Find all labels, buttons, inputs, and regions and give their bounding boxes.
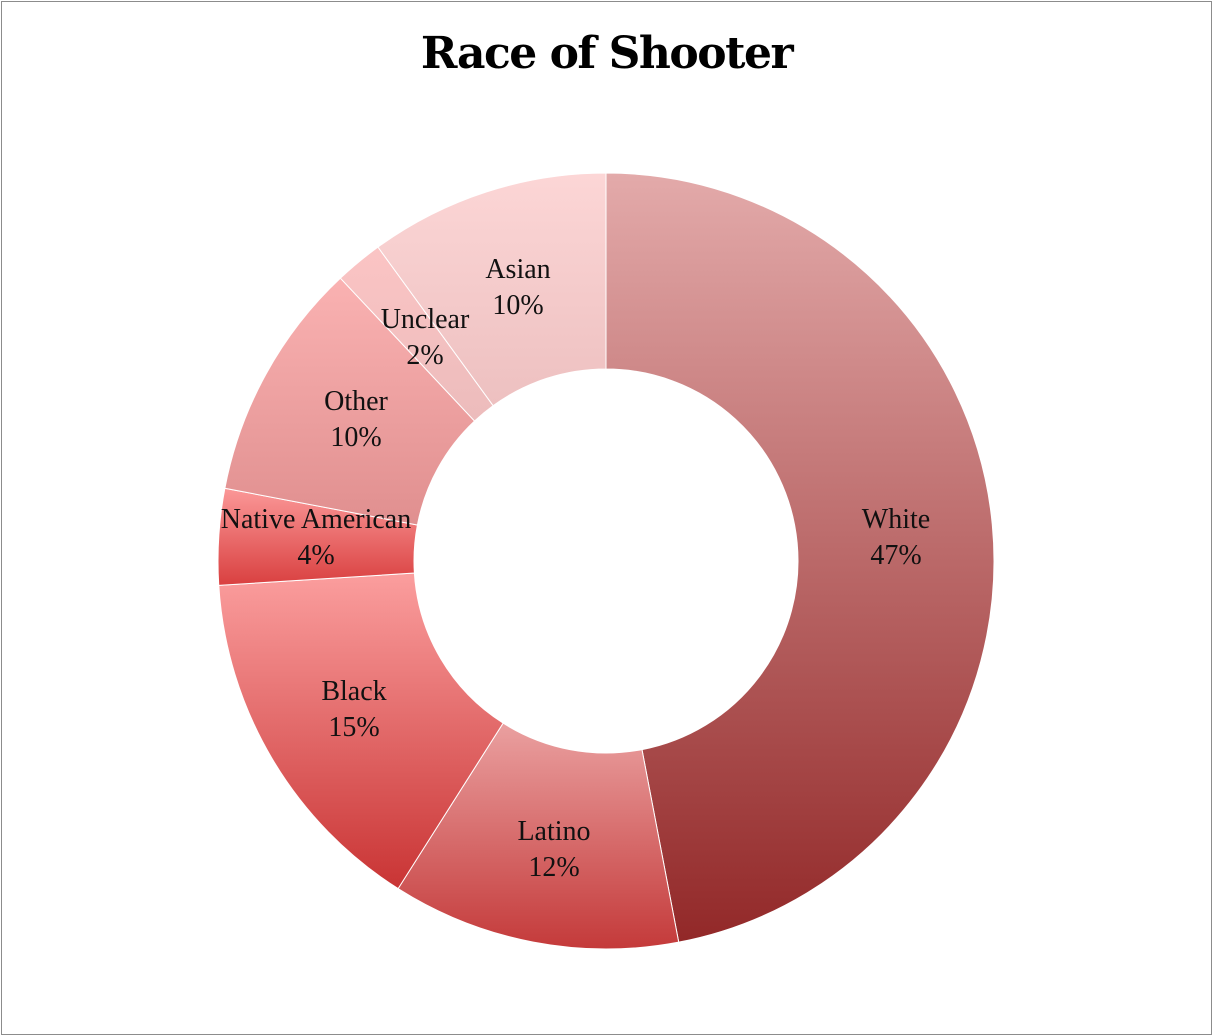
- slice-value-asian: 10%: [492, 290, 543, 321]
- slice-value-white: 47%: [870, 540, 921, 571]
- slice-latino: [397, 722, 680, 950]
- slice-label-white: White: [862, 504, 930, 535]
- slice-label-latino: Latino: [517, 816, 590, 847]
- slice-asian: [377, 172, 607, 407]
- slice-label-unclear: Unclear: [381, 304, 470, 335]
- slice-value-other: 10%: [330, 422, 381, 453]
- slice-label-native-american: Native American: [221, 504, 411, 535]
- slice-value-latino: 12%: [528, 852, 579, 883]
- slice-value-black: 15%: [328, 712, 379, 743]
- slice-white: [605, 172, 995, 943]
- chart-title: Race of Shooter: [420, 28, 794, 79]
- slice-value-unclear: 2%: [406, 340, 443, 371]
- slice-label-black: Black: [321, 676, 386, 707]
- slice-label-other: Other: [324, 386, 388, 417]
- slice-value-native-american: 4%: [297, 540, 334, 571]
- donut-slices: [217, 172, 995, 950]
- slice-labels: White 47% Latino 12% Black 15% Native American…: [221, 254, 930, 883]
- slice-black: [218, 572, 504, 890]
- slice-label-asian: Asian: [485, 254, 550, 285]
